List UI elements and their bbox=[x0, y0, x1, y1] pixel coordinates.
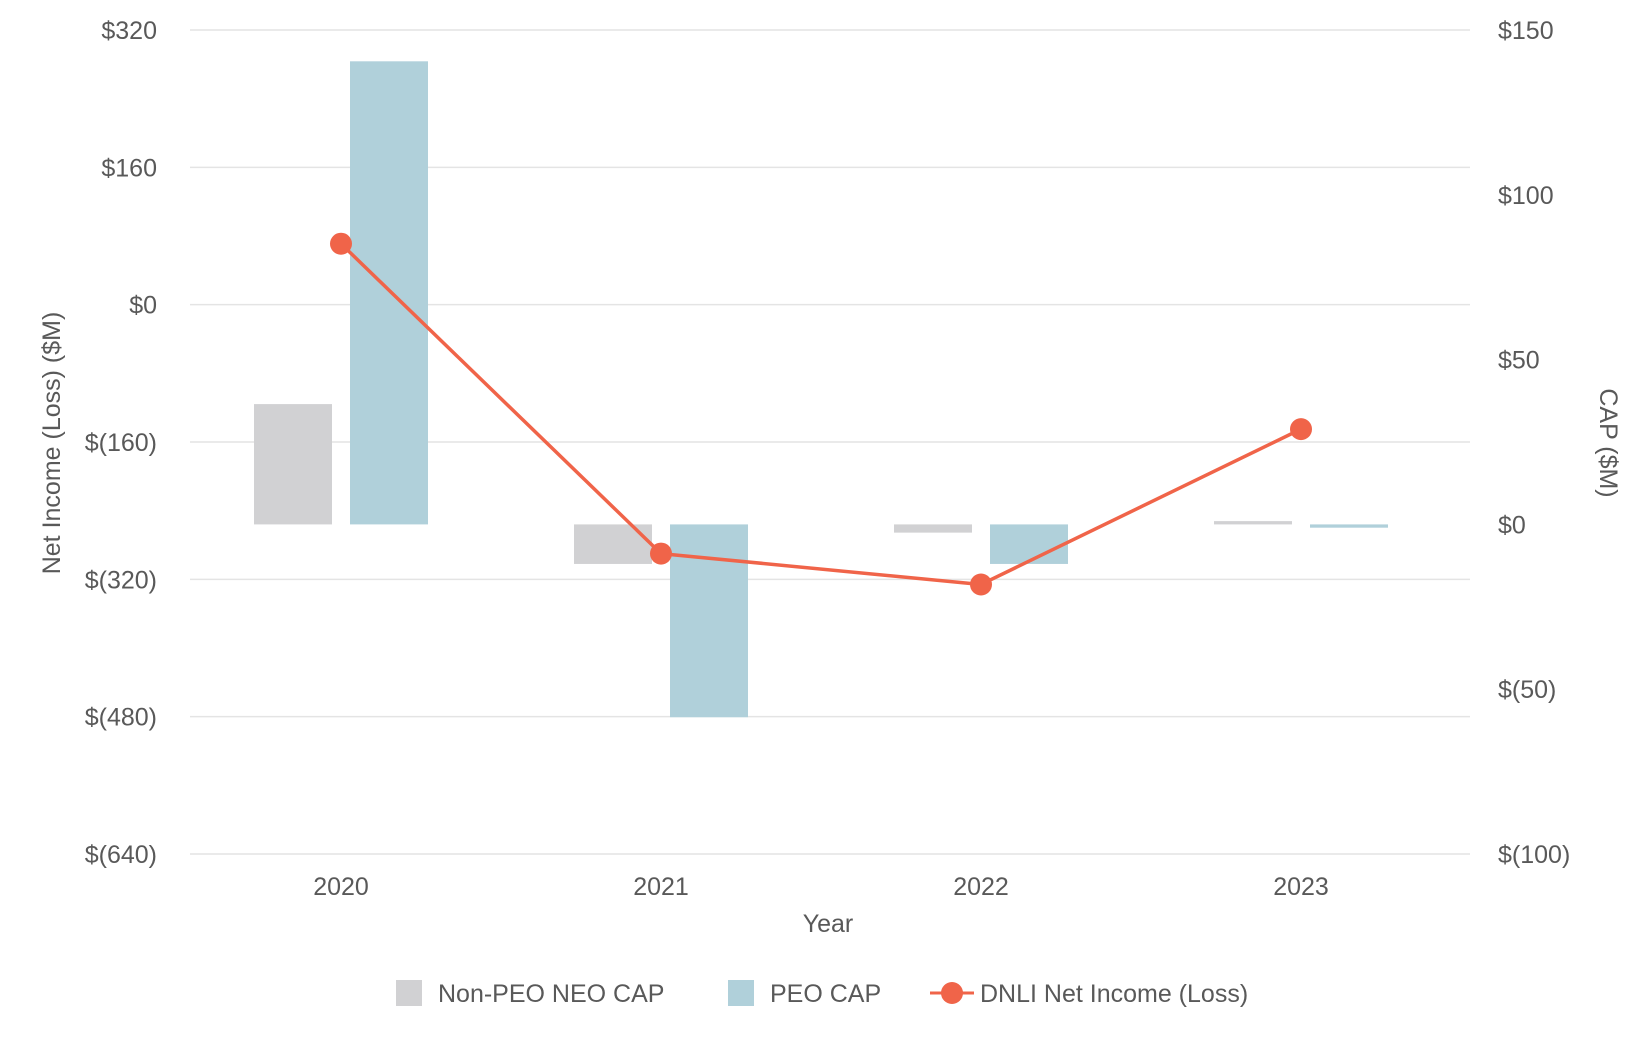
right-axis-title: CAP ($M) bbox=[1594, 388, 1622, 497]
legend: Non-PEO NEO CAP PEO CAP DNLI Net Income … bbox=[396, 980, 1248, 1008]
line-dnli-net-income-loss- bbox=[339, 242, 1302, 587]
point-dnli-net-income-loss- bbox=[650, 542, 672, 565]
bar-non-peo-neo-cap bbox=[1214, 521, 1292, 525]
right-tick-label: $(100) bbox=[1498, 841, 1570, 869]
legend-swatch-non-peo-neo-cap bbox=[396, 980, 422, 1006]
legend-label-dnli-net-income: DNLI Net Income (Loss) bbox=[980, 980, 1248, 1008]
point-dnli-net-income-loss- bbox=[1290, 418, 1312, 441]
bar-peo-cap bbox=[350, 61, 428, 525]
left-tick-label: $(320) bbox=[85, 566, 157, 594]
x-tick-label: 2022 bbox=[953, 873, 1009, 901]
bar-peo-cap bbox=[990, 524, 1068, 564]
x-axis: 2020 2021 2022 2023 bbox=[313, 873, 1329, 901]
right-tick-label: $50 bbox=[1498, 347, 1540, 375]
bar-non-peo-neo-cap bbox=[894, 524, 972, 533]
legend-swatch-peo-cap bbox=[728, 980, 754, 1006]
left-tick-label: $(640) bbox=[85, 841, 157, 869]
x-tick-label: 2021 bbox=[633, 873, 689, 901]
left-tick-label: $(160) bbox=[85, 429, 157, 457]
legend-marker-dnli-net-income bbox=[941, 982, 963, 1004]
bar-peo-cap bbox=[1310, 524, 1388, 528]
right-tick-label: $100 bbox=[1498, 182, 1554, 210]
right-y-axis: $150 $100 $50 $0 $(50) $(100) bbox=[1498, 17, 1570, 869]
left-y-axis: $320 $160 $0 $(160) $(320) $(480) $(640) bbox=[85, 17, 157, 869]
right-tick-label: $150 bbox=[1498, 17, 1554, 45]
bar-non-peo-neo-cap bbox=[254, 404, 332, 525]
point-dnli-net-income-loss- bbox=[330, 232, 352, 255]
left-axis-title: Net Income (Loss) ($M) bbox=[38, 312, 66, 575]
bar-non-peo-neo-cap bbox=[574, 524, 652, 564]
left-tick-label: $(480) bbox=[85, 704, 157, 732]
line-series bbox=[330, 232, 1312, 596]
bar-peo-cap bbox=[670, 524, 748, 718]
left-tick-label: $160 bbox=[101, 154, 157, 182]
bars bbox=[254, 61, 1388, 718]
left-tick-label: $0 bbox=[129, 292, 157, 320]
left-tick-label: $320 bbox=[101, 17, 157, 45]
x-tick-label: 2023 bbox=[1273, 873, 1329, 901]
legend-label-non-peo-neo-cap: Non-PEO NEO CAP bbox=[438, 980, 664, 1008]
x-tick-label: 2020 bbox=[313, 873, 369, 901]
right-tick-label: $0 bbox=[1498, 511, 1526, 539]
point-dnli-net-income-loss- bbox=[970, 573, 992, 596]
x-axis-title: Year bbox=[803, 910, 854, 938]
legend-label-peo-cap: PEO CAP bbox=[770, 980, 881, 1008]
right-tick-label: $(50) bbox=[1498, 676, 1556, 704]
